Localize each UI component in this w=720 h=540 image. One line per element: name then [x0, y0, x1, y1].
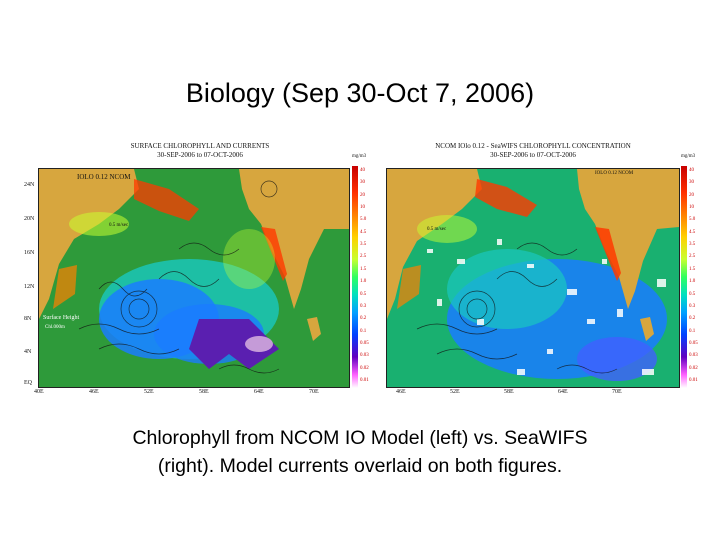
colorbar-tick-label: 0.2: [360, 316, 367, 322]
colorbar-tick-label: 1.0: [689, 279, 696, 285]
lon-label: 40E: [34, 389, 44, 395]
model-chlorophyll-map: IOLO 0.12 NCOM 0.5 m/sec Surface Height …: [38, 168, 350, 388]
seawifs-heading-dates: 30-SEP-2006 to 07-OCT-2006: [490, 151, 576, 159]
colorbar-tick-label: 1.5: [689, 266, 696, 272]
model-heading-title: SURFACE CHLOROPHYLL AND CURRENTS: [130, 142, 270, 150]
seawifs-colorbar: [681, 166, 687, 388]
lon-label: 64E: [558, 389, 568, 395]
lat-label: 16N: [24, 250, 35, 256]
chl-depth-label: Chl.000m: [45, 325, 65, 330]
colorbar-tick-label: 3.5: [360, 242, 367, 248]
lat-label: 4N: [24, 349, 32, 355]
colorbar-tick-label: 40: [689, 168, 694, 173]
lon-label: 70E: [612, 389, 622, 395]
seawifs-panel-heading: NCOM IOlo 0.12 - SeaWIFS CHLOROPHYLL CON…: [372, 142, 694, 160]
colorbar-tick-label: 0.05: [689, 340, 698, 346]
lon-label: 52E: [144, 389, 154, 395]
colorbar-tick-label: 1.5: [360, 266, 367, 272]
colorbar-tick-label: 0.01: [689, 378, 698, 383]
colorbar-tick-label: 30: [360, 180, 365, 186]
lat-label: 12N: [24, 284, 35, 290]
colorbar-tick-label: 0.3: [360, 303, 367, 309]
seawifs-map-graphic: [387, 169, 679, 387]
seawifs-chlorophyll-panel: NCOM IOlo 0.12 - SeaWIFS CHLOROPHYLL CON…: [372, 142, 696, 396]
colorbar-tick-label: 2.5: [689, 254, 696, 260]
lon-label: 46E: [396, 389, 406, 395]
lat-label: 8N: [24, 316, 32, 322]
lon-label: 64E: [254, 389, 264, 395]
model-colorbar: [352, 166, 358, 388]
colorbar-tick-label: 0.02: [360, 365, 369, 371]
colorbar-tick-label: 20: [689, 192, 694, 198]
colorbar-tick-label: 4.5: [360, 229, 367, 235]
colorbar-tick-label: 10: [360, 205, 365, 211]
slide-caption: Chlorophyll from NCOM IO Model (left) vs…: [0, 424, 720, 480]
model-map-graphic: [39, 169, 349, 387]
surface-height-label: Surface Height: [43, 315, 80, 321]
colorbar-tick-label: 5.0: [360, 217, 367, 223]
colorbar-tick-label: 0.1: [360, 328, 367, 334]
lon-label: 52E: [450, 389, 460, 395]
lat-label: 24N: [24, 182, 35, 188]
lon-label: 46E: [89, 389, 99, 395]
seawifs-colorbar-unit: mg/m3: [681, 154, 696, 159]
colorbar-tick-label: 1.0: [360, 279, 367, 285]
colorbar-tick-label: 0.5: [360, 291, 367, 297]
seawifs-chlorophyll-map: IOLO 0.12 NCOM 0.5 m/sec: [386, 168, 680, 388]
caption-line-1: Chlorophyll from NCOM IO Model (left) vs…: [132, 427, 588, 449]
caption-line-2: (right). Model currents overlaid on both…: [157, 455, 563, 477]
model-chlorophyll-panel: SURFACE CHLOROPHYLL AND CURRENTS 30-SEP-…: [24, 142, 376, 396]
model-colorbar-unit: mg/m3: [352, 154, 367, 159]
colorbar-tick-label: 5.0: [689, 217, 696, 223]
colorbar-tick-label: 40: [360, 168, 365, 173]
lat-label: 20N: [24, 216, 35, 222]
colorbar-tick-label: 0.1: [689, 328, 696, 334]
lon-label: 70E: [309, 389, 319, 395]
colorbar-tick-label: 2.5: [360, 254, 367, 260]
colorbar-tick-label: 3.5: [689, 242, 696, 248]
colorbar-tick-label: 0.3: [689, 303, 696, 309]
model-heading-dates: 30-SEP-2006 to 07-OCT-2006: [157, 151, 243, 159]
seawifs-map-label: IOLO 0.12 NCOM: [595, 171, 634, 176]
colorbar-tick-label: 0.02: [689, 365, 698, 371]
lon-label: 58E: [504, 389, 514, 395]
colorbar-tick-label: 10: [689, 205, 694, 211]
colorbar-tick-label: 0.01: [360, 378, 369, 383]
colorbar-tick-label: 4.5: [689, 229, 696, 235]
model-panel-heading: SURFACE CHLOROPHYLL AND CURRENTS 30-SEP-…: [24, 142, 376, 160]
colorbar-tick-label: 30: [689, 180, 694, 186]
seawifs-scale-label: 0.5 m/sec: [427, 227, 447, 232]
slide-title: Biology (Sep 30-Oct 7, 2006): [185, 78, 535, 108]
seawifs-heading-title: NCOM IOlo 0.12 - SeaWIFS CHLOROPHYLL CON…: [435, 142, 631, 150]
lat-label: EQ: [24, 380, 32, 386]
colorbar-tick-label: 0.03: [360, 353, 369, 359]
colorbar-tick-label: 20: [360, 192, 365, 198]
colorbar-tick-label: 0.05: [360, 340, 369, 346]
colorbar-tick-label: 0.03: [689, 353, 698, 359]
colorbar-tick-label: 0.2: [689, 316, 696, 322]
lon-label: 58E: [199, 389, 209, 395]
colorbar-tick-label: 0.5: [689, 291, 696, 297]
model-scale-label: 0.5 m/sec: [109, 223, 129, 228]
model-map-label: IOLO 0.12 NCOM: [77, 173, 131, 181]
